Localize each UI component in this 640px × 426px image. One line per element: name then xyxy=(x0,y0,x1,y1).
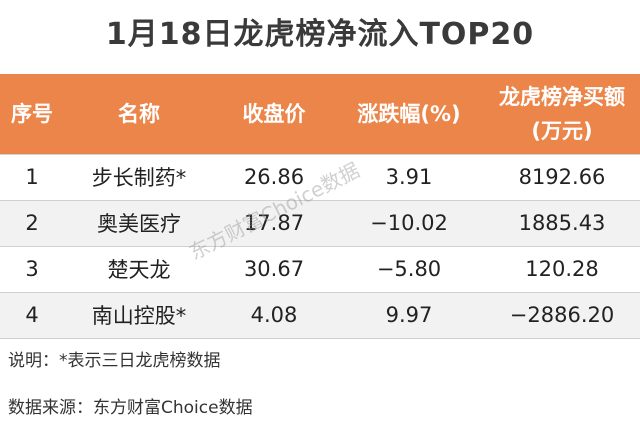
cell-index: 1 xyxy=(0,153,64,200)
cell-name: 南山控股* xyxy=(64,291,214,339)
cell-index: 3 xyxy=(0,245,64,292)
cell-name: 楚天龙 xyxy=(64,245,214,292)
cell-close-price: 30.67 xyxy=(214,245,334,292)
cell-change-pct: −10.02 xyxy=(334,199,484,246)
column-header-name: 名称 xyxy=(64,74,214,154)
cell-close-price: 4.08 xyxy=(214,291,334,339)
table-row: 1 步长制药* 26.86 3.91 8192.66 xyxy=(0,153,640,200)
table-row: 3 楚天龙 30.67 −5.80 120.28 xyxy=(0,245,640,292)
page-title: 1月18日龙虎榜净流入TOP20 xyxy=(105,17,535,52)
column-header-net-buy: 龙虎榜净买额(万元) xyxy=(484,74,640,154)
cell-name: 步长制药* xyxy=(64,153,214,200)
explanation-note: 说明：*表示三日龙虎榜数据 xyxy=(8,351,221,371)
cell-index: 2 xyxy=(0,199,64,246)
cell-net-buy: 120.28 xyxy=(484,245,640,292)
cell-close-price: 26.86 xyxy=(214,153,334,200)
column-header-change-pct: 涨跌幅(%) xyxy=(334,74,484,154)
table-header-row: 序号 名称 收盘价 涨跌幅(%) 龙虎榜净买额(万元) xyxy=(0,74,640,154)
cell-change-pct: 3.91 xyxy=(334,153,484,200)
cell-change-pct: −5.80 xyxy=(334,245,484,292)
column-header-index: 序号 xyxy=(0,74,64,154)
cell-net-buy: −2886.20 xyxy=(484,291,640,339)
cell-change-pct: 9.97 xyxy=(334,291,484,339)
table-row: 4 南山控股* 4.08 9.97 −2886.20 xyxy=(0,291,640,339)
cell-net-buy: 8192.66 xyxy=(484,153,640,200)
cell-net-buy: 1885.43 xyxy=(484,199,640,246)
table-row: 2 奥美医疗 17.87 −10.02 1885.43 xyxy=(0,199,640,246)
source-note: 数据来源：东方财富Choice数据 xyxy=(8,398,253,418)
cell-index: 4 xyxy=(0,291,64,339)
cell-name: 奥美医疗 xyxy=(64,199,214,246)
ranking-table: 序号 名称 收盘价 涨跌幅(%) 龙虎榜净买额(万元) 1 步长制药* 26.8… xyxy=(0,74,640,339)
cell-close-price: 17.87 xyxy=(214,199,334,246)
column-header-close-price: 收盘价 xyxy=(214,74,334,154)
